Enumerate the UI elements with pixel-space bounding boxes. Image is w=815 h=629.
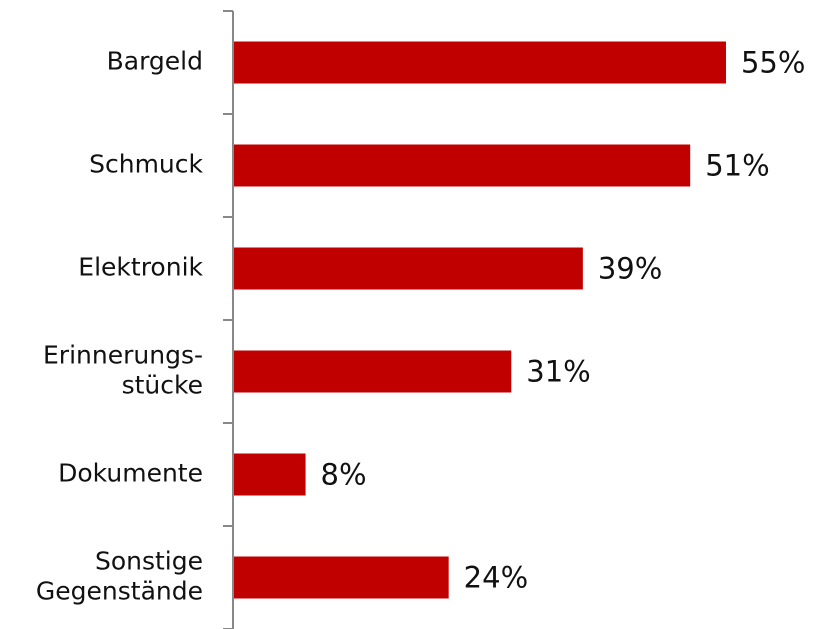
bar — [234, 556, 449, 599]
bar — [234, 144, 691, 187]
bar — [234, 247, 583, 290]
value-label: 55% — [741, 46, 805, 80]
value-label: 51% — [705, 149, 769, 183]
category-label: Schmuck — [89, 150, 203, 179]
bar — [234, 41, 726, 84]
category-label: Bargeld — [107, 47, 203, 76]
value-label: 8% — [321, 458, 367, 492]
value-label: 39% — [598, 252, 662, 286]
category-label: Elektronik — [78, 253, 203, 282]
bar — [234, 453, 306, 496]
value-label: 31% — [526, 355, 590, 389]
value-label: 24% — [464, 561, 528, 595]
bar — [234, 350, 512, 393]
category-label: Erinnerungs-stücke — [43, 341, 203, 400]
category-label: Sonstige Gegenstände — [36, 547, 203, 606]
category-label: Dokumente — [58, 459, 203, 488]
